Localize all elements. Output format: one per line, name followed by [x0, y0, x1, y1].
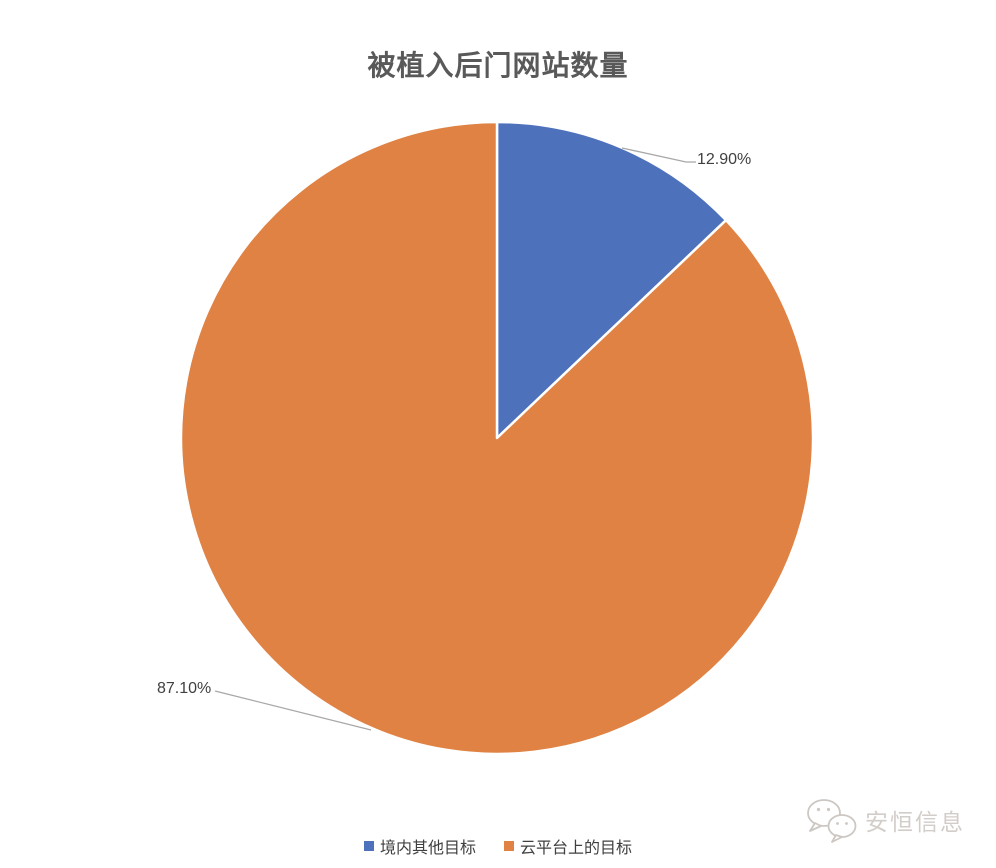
- legend-label-blue: 境内其他目标: [379, 840, 476, 857]
- pie-slice-0: [495, 120, 728, 440]
- watermark-text: 安恒信息: [865, 809, 965, 835]
- leader-line-blue-slice: [621, 147, 696, 163]
- legend-item-blue: 境内其他目标: [363, 834, 476, 858]
- legend: 境内其他目标 云平台上的目标: [0, 834, 996, 858]
- wechat-icon: [807, 799, 857, 843]
- pie-slices: [179, 120, 815, 756]
- data-label-blue-slice: 12.90%: [697, 151, 752, 168]
- watermark: 安恒信息: [803, 796, 965, 844]
- data-label-orange-slice: 87.10%: [157, 680, 212, 697]
- leader-line-orange-slice: [214, 690, 372, 731]
- chart-title: 被植入后门网站数量: [367, 50, 629, 81]
- legend-item-orange: 云平台上的目标: [504, 834, 632, 858]
- legend-label-orange: 云平台上的目标: [520, 840, 633, 857]
- legend-swatch-blue: [363, 841, 374, 851]
- pie-slice-1: [179, 120, 815, 756]
- legend-swatch-orange: [504, 841, 514, 851]
